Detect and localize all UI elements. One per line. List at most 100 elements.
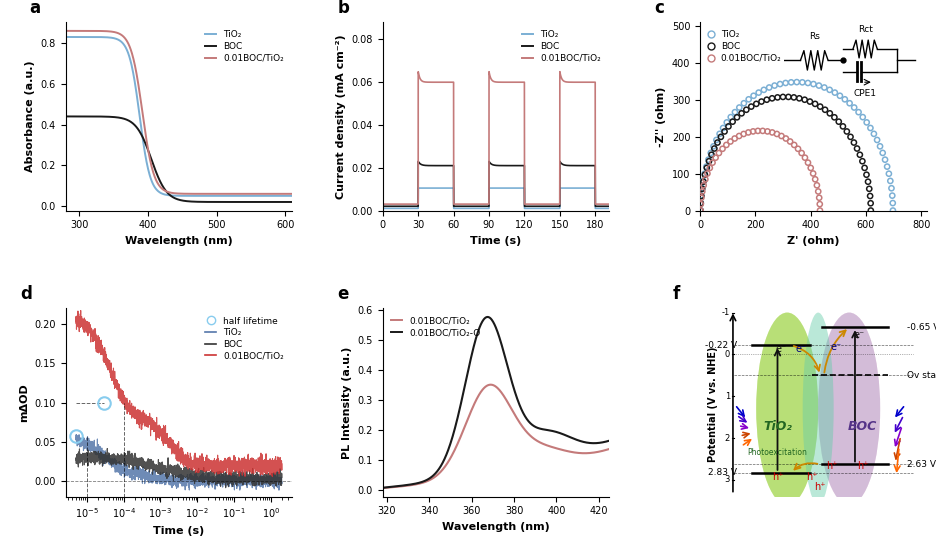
Text: 2.83 V: 2.83 V: [708, 468, 737, 477]
Point: [694, 191, 709, 200]
Legend: half lifetime, TiO₂, BOC, 0.01BOC/TiO₂: half lifetime, TiO₂, BOC, 0.01BOC/TiO₂: [201, 313, 287, 364]
Point: [806, 169, 821, 178]
Point: [783, 78, 798, 87]
Y-axis label: PL Intensity (a.u.): PL Intensity (a.u.): [343, 347, 352, 459]
Point: [729, 113, 744, 122]
Point: [823, 109, 838, 118]
Point: [808, 99, 823, 108]
Point: [751, 127, 766, 136]
Point: [836, 122, 851, 131]
Point: [863, 191, 878, 200]
Point: [739, 105, 753, 114]
Text: Ov state: Ov state: [907, 371, 936, 380]
Point: [712, 129, 727, 138]
Point: [746, 127, 761, 136]
Text: h⁺: h⁺: [772, 472, 783, 482]
Point: [811, 187, 826, 196]
Point: [716, 123, 731, 132]
Point: [755, 127, 770, 136]
Point: [759, 95, 774, 104]
Point: [778, 79, 793, 88]
Point: [737, 129, 752, 138]
Point: [812, 81, 826, 90]
Point: [700, 169, 715, 178]
Point: [695, 184, 709, 193]
Point: [776, 93, 791, 102]
Point: [812, 200, 827, 209]
Text: h⁺: h⁺: [857, 461, 869, 472]
Point: [765, 128, 780, 137]
Point: [749, 99, 764, 108]
Text: h⁺: h⁺: [814, 482, 826, 492]
Text: d: d: [21, 285, 32, 303]
Point: [696, 181, 711, 190]
Point: [694, 191, 709, 200]
Point: [847, 103, 862, 112]
Point: [698, 175, 713, 184]
X-axis label: Z' (ohm): Z' (ohm): [787, 236, 840, 246]
Point: [694, 200, 709, 209]
X-axis label: Wavelength (nm): Wavelength (nm): [442, 522, 550, 532]
Point: [812, 102, 827, 111]
Point: [885, 191, 899, 200]
Point: [713, 132, 728, 141]
Point: [734, 109, 749, 118]
Text: 3: 3: [724, 475, 730, 484]
Point: [795, 78, 810, 87]
Point: [702, 163, 717, 172]
Text: 0: 0: [724, 350, 730, 359]
Ellipse shape: [818, 312, 880, 505]
Point: [884, 184, 899, 193]
Point: [812, 206, 827, 215]
Point: [789, 78, 804, 86]
X-axis label: Wavelength (nm): Wavelength (nm): [124, 236, 233, 246]
Point: [794, 148, 809, 157]
Point: [699, 163, 714, 172]
Text: 2: 2: [724, 434, 730, 442]
Text: c: c: [654, 0, 665, 17]
Point: [817, 105, 832, 114]
Point: [765, 94, 780, 103]
Point: [875, 148, 890, 157]
Point: [808, 175, 823, 184]
Point: [859, 170, 874, 179]
Text: e⁻: e⁻: [830, 342, 841, 352]
Point: [695, 187, 709, 196]
Point: [872, 142, 887, 151]
Point: [786, 93, 801, 102]
Point: [856, 113, 870, 122]
Point: [762, 83, 777, 92]
Point: [693, 206, 708, 215]
Point: [800, 79, 815, 88]
Point: [725, 117, 740, 126]
Text: h⁺: h⁺: [807, 472, 818, 482]
Point: [693, 206, 708, 215]
Text: f: f: [673, 285, 680, 303]
Point: [693, 206, 708, 215]
Point: [840, 127, 855, 136]
Text: -1: -1: [722, 308, 730, 317]
Point: [741, 128, 756, 137]
Point: [719, 141, 734, 150]
Point: [855, 157, 870, 166]
Point: [706, 142, 721, 151]
Point: [744, 102, 759, 111]
Point: [806, 80, 821, 89]
Point: [752, 88, 767, 97]
Ellipse shape: [756, 312, 818, 505]
Legend: TiO₂, BOC, 0.01BOC/TiO₂: TiO₂, BOC, 0.01BOC/TiO₂: [705, 27, 785, 66]
Point: [697, 170, 712, 179]
Point: [723, 137, 738, 146]
Point: [754, 97, 769, 106]
Point: [701, 157, 716, 166]
Point: [880, 162, 895, 171]
Point: [832, 92, 847, 100]
Point: [695, 184, 709, 193]
Text: h⁺: h⁺: [826, 461, 838, 472]
Y-axis label: Current density (mA cm⁻²): Current density (mA cm⁻²): [336, 34, 346, 199]
Text: e⁻: e⁻: [854, 330, 865, 340]
Point: [851, 108, 866, 117]
Point: [781, 93, 796, 102]
X-axis label: Time (s): Time (s): [154, 526, 204, 536]
Ellipse shape: [818, 312, 880, 505]
